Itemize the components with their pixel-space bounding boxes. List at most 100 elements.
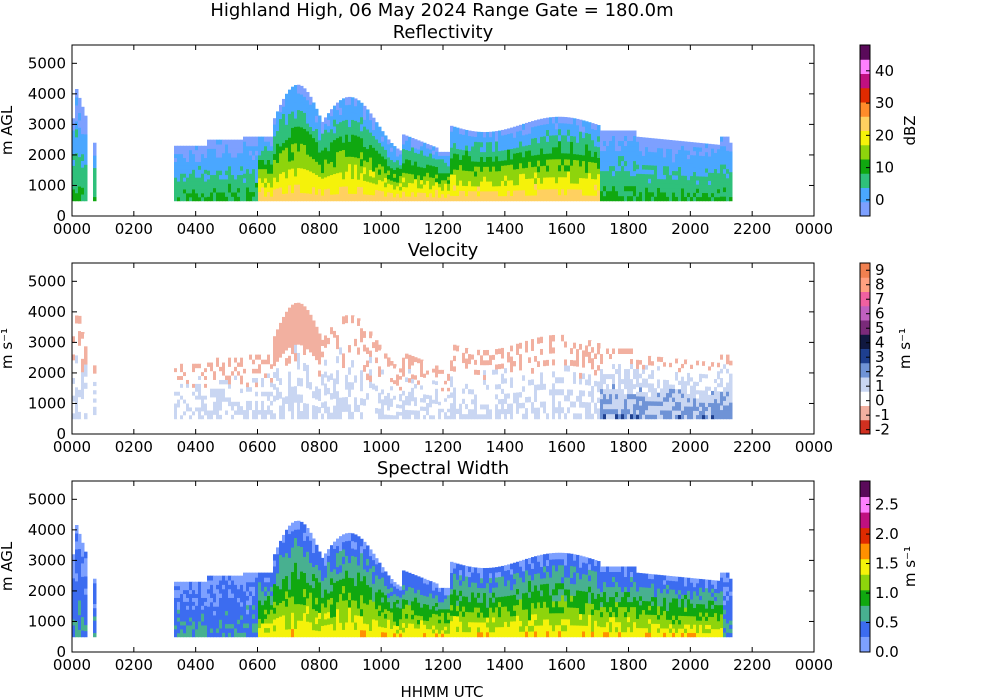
heat-cell bbox=[603, 165, 607, 172]
heat-cell bbox=[564, 406, 568, 414]
heat-cell bbox=[513, 179, 517, 186]
heat-cell bbox=[438, 369, 442, 374]
heat-cell bbox=[594, 358, 598, 365]
heat-cell bbox=[453, 344, 457, 351]
heat-cell bbox=[648, 142, 652, 148]
heat-cell bbox=[543, 171, 547, 178]
heat-cell bbox=[552, 370, 556, 378]
heat-cell bbox=[624, 363, 628, 370]
heat-cell bbox=[417, 367, 421, 372]
heat-cell bbox=[723, 164, 727, 170]
heat-cell bbox=[531, 373, 535, 380]
heat-cell bbox=[354, 105, 358, 114]
heat-cell bbox=[645, 155, 649, 161]
heat-cell bbox=[447, 172, 451, 177]
heat-cell bbox=[291, 192, 295, 202]
heat-cell bbox=[426, 147, 430, 153]
heat-cell bbox=[342, 367, 346, 376]
heat-cell bbox=[183, 145, 187, 151]
heat-cell bbox=[579, 131, 583, 138]
heat-cell bbox=[282, 98, 286, 107]
heat-cell bbox=[249, 386, 253, 392]
heat-cell bbox=[498, 185, 502, 192]
x-tick-label: 0600 bbox=[238, 220, 276, 238]
heat-cell bbox=[339, 404, 343, 413]
heat-cell bbox=[537, 183, 541, 190]
heat-cell bbox=[513, 360, 517, 367]
heat-cell bbox=[75, 354, 79, 364]
heat-cell bbox=[585, 413, 589, 420]
heat-cell bbox=[249, 173, 253, 179]
heat-cell bbox=[381, 369, 385, 375]
heat-cell bbox=[558, 334, 562, 342]
y-tick-label: 5000 bbox=[28, 54, 66, 72]
heat-cell bbox=[588, 122, 592, 129]
heat-cell bbox=[546, 153, 550, 160]
heat-cell bbox=[435, 365, 439, 370]
heat-cell bbox=[558, 376, 562, 384]
heat-cell bbox=[444, 408, 448, 413]
heat-cell bbox=[321, 166, 325, 174]
heat-cell bbox=[537, 125, 541, 132]
heat-cell bbox=[264, 386, 268, 392]
heat-cell bbox=[687, 179, 691, 185]
heat-cell bbox=[411, 196, 415, 202]
heat-cell bbox=[378, 174, 382, 181]
heat-cell bbox=[600, 190, 604, 197]
colorbar-segment bbox=[860, 116, 870, 131]
heat-cell bbox=[300, 344, 304, 354]
heat-cell bbox=[630, 185, 634, 192]
heat-cell bbox=[213, 152, 217, 158]
heat-cell bbox=[303, 346, 307, 356]
heat-cell bbox=[348, 119, 352, 128]
heat-cell bbox=[486, 161, 490, 167]
heat-cell bbox=[279, 125, 283, 133]
heat-cell bbox=[609, 408, 613, 415]
heat-cell bbox=[690, 196, 694, 202]
heat-cell bbox=[348, 111, 352, 120]
heat-cell bbox=[255, 414, 259, 420]
heat-cell bbox=[387, 191, 391, 197]
heat-cell bbox=[483, 369, 487, 376]
heat-cell bbox=[225, 392, 229, 398]
heat-cell bbox=[447, 380, 451, 385]
heat-cell bbox=[261, 191, 265, 197]
heat-cell bbox=[213, 396, 217, 402]
heat-cell bbox=[480, 389, 484, 395]
heat-cell bbox=[570, 341, 574, 349]
heat-cell bbox=[303, 410, 307, 420]
heat-cell bbox=[438, 397, 442, 402]
heat-cell bbox=[309, 337, 313, 346]
heat-cell bbox=[555, 164, 559, 172]
heat-cell bbox=[408, 382, 412, 388]
heat-cell bbox=[468, 180, 472, 187]
heat-cell bbox=[624, 145, 628, 152]
heat-cell bbox=[366, 412, 370, 420]
heat-cell bbox=[504, 403, 508, 410]
heat-cell bbox=[483, 136, 487, 143]
heat-cell bbox=[486, 349, 490, 356]
heat-cell bbox=[369, 375, 373, 382]
heat-cell bbox=[225, 401, 229, 407]
heat-cell bbox=[270, 359, 274, 365]
heat-cell bbox=[207, 357, 211, 363]
heat-cell bbox=[273, 124, 277, 131]
heat-cell bbox=[492, 369, 496, 375]
heat-cell bbox=[237, 148, 241, 154]
heat-cell bbox=[630, 140, 634, 147]
heat-cell bbox=[420, 359, 424, 365]
heat-cell bbox=[675, 153, 679, 159]
heat-cell bbox=[411, 187, 415, 193]
heat-cell bbox=[546, 159, 550, 166]
heat-cell bbox=[477, 359, 481, 366]
heat-cell bbox=[423, 146, 427, 152]
heat-cell bbox=[612, 383, 616, 390]
heat-cell bbox=[408, 373, 412, 379]
heat-cell bbox=[618, 393, 622, 400]
heat-cell bbox=[459, 169, 463, 176]
heat-cell bbox=[330, 333, 334, 341]
heat-cell bbox=[729, 155, 733, 160]
heat-cell bbox=[249, 400, 253, 406]
heat-cell bbox=[723, 196, 727, 202]
heat-cell bbox=[285, 131, 289, 141]
